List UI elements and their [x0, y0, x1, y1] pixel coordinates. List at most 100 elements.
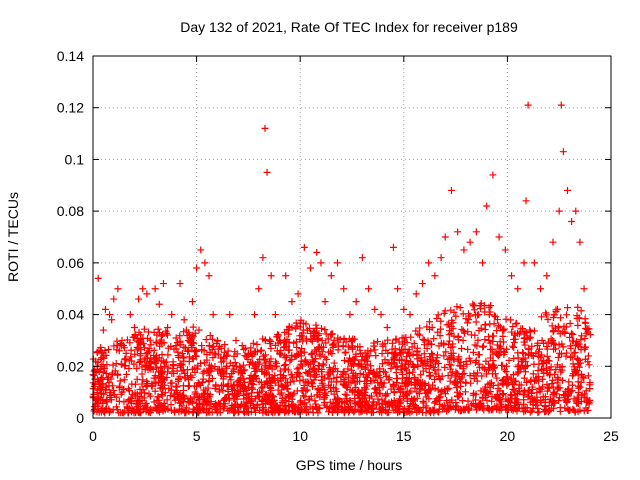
- cloud-point: [553, 379, 561, 387]
- cloud-point: [414, 330, 422, 338]
- y-tick-label: 0.12: [57, 100, 84, 116]
- cloud-point: [408, 343, 416, 351]
- cloud-point: [318, 337, 326, 345]
- cloud-point: [360, 406, 368, 414]
- cloud-point: [400, 334, 408, 342]
- cloud-point: [191, 348, 199, 356]
- cloud-point: [445, 360, 453, 368]
- cloud-point: [403, 374, 411, 382]
- x-tick-label: 5: [193, 428, 201, 444]
- cloud-point: [536, 353, 544, 361]
- cloud-point: [106, 392, 114, 400]
- data-point: [352, 298, 360, 306]
- cloud-point: [148, 380, 156, 388]
- cloud-point: [445, 331, 453, 339]
- cloud-point: [449, 403, 457, 411]
- cloud-point: [296, 347, 304, 355]
- cloud-point: [292, 338, 300, 346]
- data-point: [232, 336, 240, 344]
- cloud-point: [306, 372, 314, 380]
- cloud-point: [221, 341, 229, 349]
- cloud-point: [346, 397, 354, 405]
- cloud-point: [260, 356, 268, 364]
- cloud-point: [416, 324, 424, 332]
- cloud-point: [312, 329, 320, 337]
- cloud-point: [510, 343, 518, 351]
- cloud-point: [442, 348, 450, 356]
- cloud-point: [314, 344, 322, 352]
- cloud-point: [474, 369, 482, 377]
- cloud-point: [393, 362, 401, 370]
- cloud-point: [452, 312, 460, 320]
- cloud-point: [474, 351, 482, 359]
- cloud-point: [235, 407, 243, 415]
- cloud-point: [284, 346, 292, 354]
- cloud-point: [569, 372, 577, 380]
- cloud-point: [547, 363, 555, 371]
- cloud-point: [147, 341, 155, 349]
- data-point: [460, 246, 468, 254]
- cloud-point: [105, 346, 113, 354]
- data-point: [489, 171, 497, 179]
- cloud-point: [406, 378, 414, 386]
- x-axis-label: GPS time / hours: [296, 457, 403, 473]
- cloud-point: [269, 398, 277, 406]
- cloud-point: [267, 355, 275, 363]
- cloud-point: [158, 351, 166, 359]
- cloud-point: [440, 352, 448, 360]
- data-point: [508, 272, 516, 280]
- data-point: [94, 274, 102, 282]
- data-point: [251, 311, 259, 319]
- cloud-point: [510, 335, 518, 343]
- cloud-point: [204, 384, 212, 392]
- cloud-point: [300, 382, 308, 389]
- cloud-point: [534, 408, 542, 416]
- cloud-point: [279, 405, 287, 413]
- cloud-point: [285, 326, 293, 334]
- cloud-point: [562, 323, 570, 331]
- cloud-point: [529, 385, 537, 393]
- cloud-point: [391, 345, 399, 353]
- cloud-point: [420, 350, 428, 358]
- cloud-point: [574, 371, 582, 379]
- cloud-point: [379, 383, 387, 391]
- cloud-point: [145, 345, 153, 353]
- cloud-point: [90, 407, 98, 415]
- cloud-point: [115, 382, 123, 390]
- cloud-point: [172, 382, 180, 390]
- cloud-point: [332, 399, 340, 407]
- data-point: [201, 259, 209, 267]
- cloud-point: [471, 359, 479, 367]
- cloud-point: [404, 407, 412, 415]
- data-point: [139, 285, 147, 293]
- cloud-point: [133, 343, 141, 351]
- data-point: [193, 264, 201, 272]
- cloud-point: [361, 401, 369, 409]
- cloud-point: [311, 334, 319, 342]
- cloud-point: [441, 390, 449, 398]
- data-point: [164, 324, 172, 331]
- cloud-point: [463, 360, 471, 368]
- cloud-point: [188, 374, 196, 382]
- cloud-point: [384, 408, 392, 416]
- cloud-point: [143, 355, 151, 363]
- cloud-point: [101, 409, 109, 417]
- cloud-point: [393, 379, 401, 387]
- cloud-point: [143, 377, 151, 385]
- cloud-point: [573, 399, 581, 407]
- cloud-point: [507, 376, 515, 384]
- cloud-point: [224, 407, 232, 415]
- cloud-point: [456, 304, 464, 312]
- cloud-point: [422, 393, 430, 401]
- cloud-point: [334, 346, 342, 354]
- cloud-point: [302, 356, 310, 364]
- cloud-point: [125, 387, 133, 395]
- data-point: [130, 324, 138, 331]
- cloud-point: [257, 347, 265, 355]
- data-point: [447, 186, 455, 194]
- cloud-point: [461, 388, 469, 396]
- cloud-point: [290, 377, 298, 385]
- cloud-point: [205, 377, 213, 385]
- cloud-point: [524, 393, 532, 401]
- cloud-point: [296, 377, 304, 385]
